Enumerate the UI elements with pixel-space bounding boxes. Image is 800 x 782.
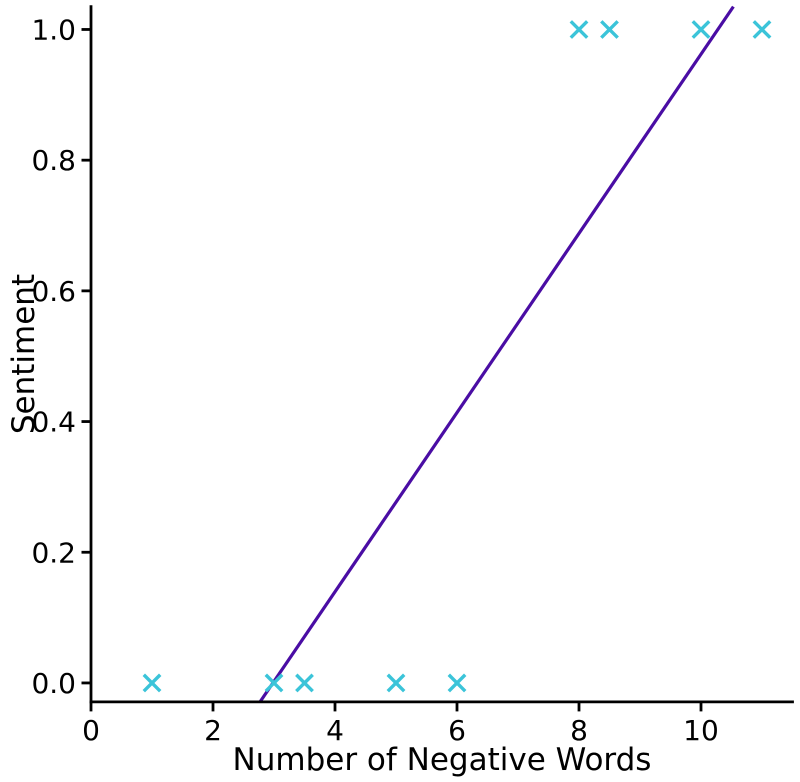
x-tick-label: 10	[683, 714, 719, 747]
data-point-marker	[142, 673, 162, 693]
y-tick-label: 0.8	[31, 144, 76, 177]
data-point-marker	[264, 673, 284, 693]
data-point-marker	[691, 20, 711, 39]
x-marker-stroke	[600, 20, 619, 39]
x-marker-stroke	[295, 673, 314, 693]
x-marker-stroke	[447, 673, 467, 693]
x-tick-label: 6	[448, 714, 466, 747]
x-tick-label: 0	[82, 714, 100, 747]
x-marker-stroke	[264, 673, 284, 693]
data-point-marker	[600, 20, 619, 39]
data-point-marker	[569, 20, 589, 39]
x-marker-stroke	[142, 673, 162, 693]
data-point-marker	[386, 673, 406, 693]
data-point-marker	[447, 673, 467, 693]
data-point-marker	[295, 673, 314, 693]
y-tick-label: 1.0	[31, 13, 76, 46]
y-tick-label: 0.4	[31, 406, 76, 439]
x-axis-label: Number of Negative Words	[232, 742, 652, 778]
y-tick-label: 0.0	[31, 667, 76, 700]
y-tick-label: 0.6	[31, 275, 76, 308]
x-marker-stroke	[569, 20, 589, 39]
x-marker-stroke	[691, 20, 711, 39]
x-tick-label: 4	[326, 714, 344, 747]
x-marker-stroke	[386, 673, 406, 693]
x-tick-label: 8	[570, 714, 588, 747]
y-tick-label: 0.2	[31, 536, 76, 569]
x-marker-stroke	[752, 20, 772, 39]
x-tick-label: 2	[204, 714, 222, 747]
regression-line	[258, 5, 735, 703]
data-point-marker	[752, 20, 772, 39]
y-axis-label: Sentiment	[6, 273, 42, 435]
